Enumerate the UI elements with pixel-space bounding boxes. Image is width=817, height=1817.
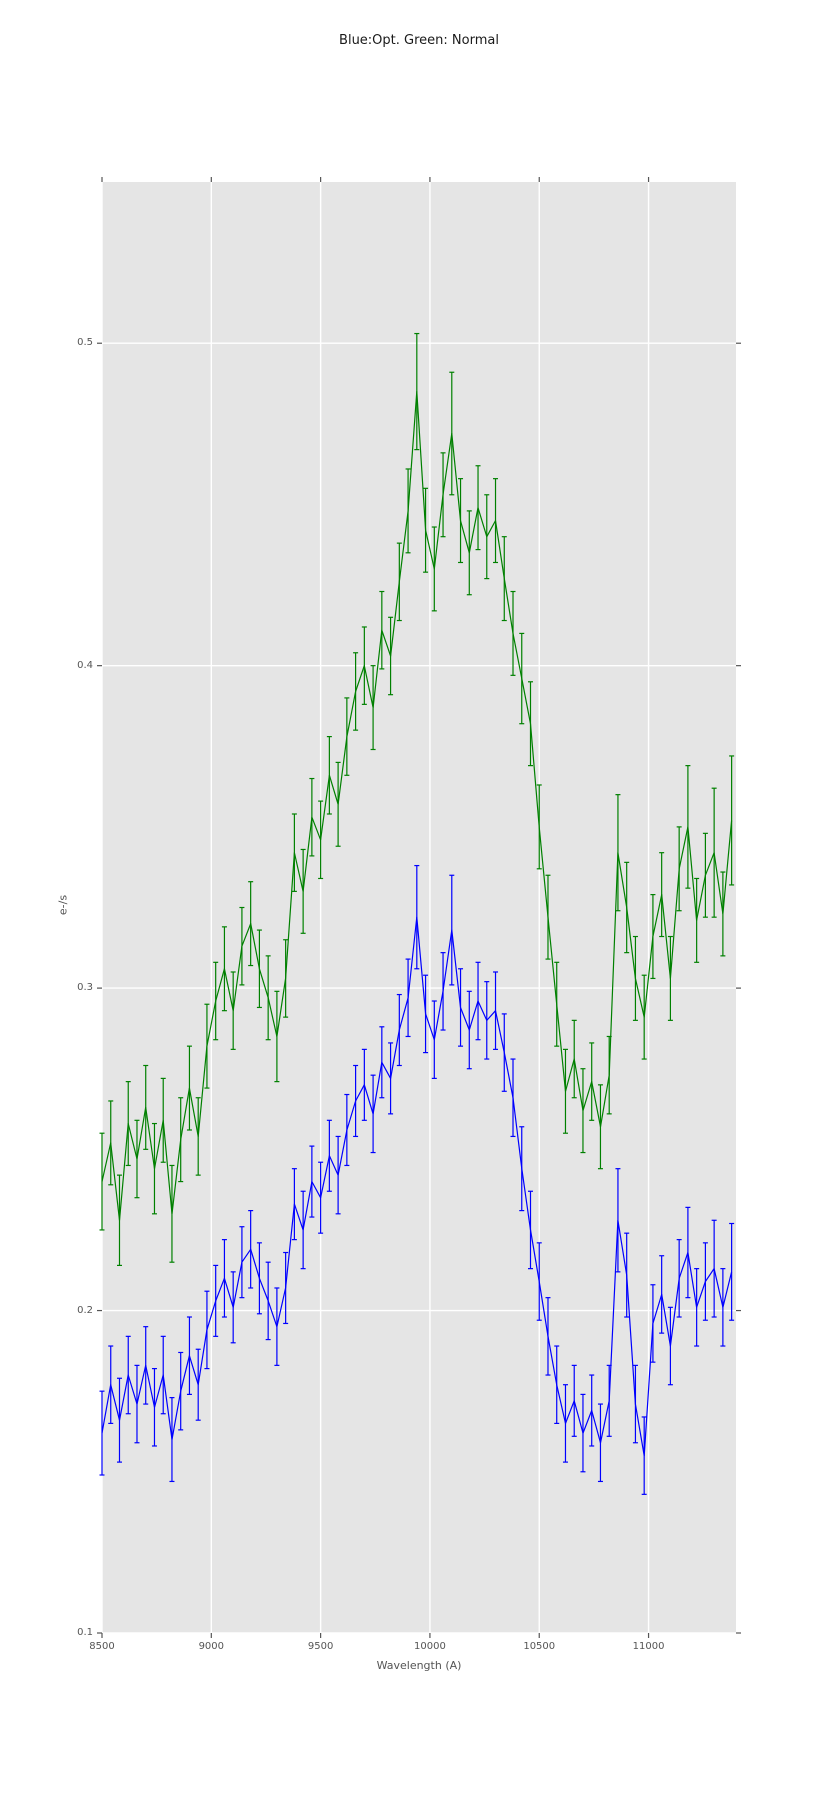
gridlines [101, 182, 736, 1634]
x-tick-label: 9000 [198, 1641, 225, 1652]
y-axis-label: e-/s [56, 894, 70, 916]
x-tick-label: 10000 [414, 1641, 446, 1652]
series-normal-green [99, 332, 735, 1267]
x-axis-label: Wavelength (A) [376, 1659, 462, 1672]
spectrum-line [101, 916, 733, 1457]
y-tick-label: 0.4 [77, 659, 93, 671]
plot-background [102, 182, 736, 1633]
y-tick-label: 0.1 [77, 1627, 93, 1638]
y-tick-label: 0.5 [77, 337, 93, 349]
x-tick-label: 10500 [523, 1641, 556, 1652]
x-tick-label: 11000 [632, 1641, 665, 1652]
axis-ticks [97, 177, 741, 1638]
y-tick-label: 0.2 [77, 1304, 93, 1316]
x-tick-label: 8500 [89, 1641, 115, 1652]
chart-title: Blue:Opt. Green: Normal [339, 33, 499, 48]
y-tick-label: 0.3 [77, 982, 93, 994]
series-opt-blue [99, 864, 735, 1495]
spectrum-line [101, 391, 733, 1221]
x-tick-label: 9500 [307, 1641, 334, 1652]
